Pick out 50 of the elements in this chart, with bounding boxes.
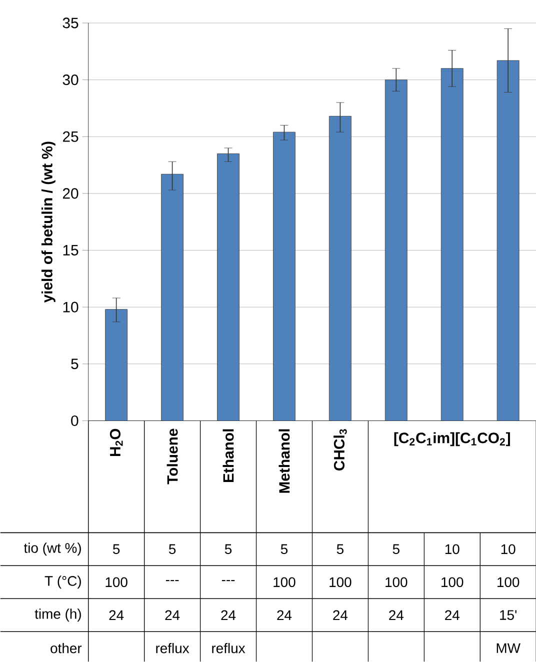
text: T (°C)	[44, 576, 81, 589]
y-tick-label: 35	[62, 18, 78, 28]
text: 5	[224, 544, 232, 554]
x-tick-label: Methanol	[278, 429, 290, 493]
y-tick-label: 10	[63, 302, 78, 312]
x-tick-label: CHCl$_{3}$	[333, 429, 347, 470]
text: 24	[332, 610, 348, 620]
text: ---	[166, 580, 178, 582]
text: reflux	[156, 642, 189, 654]
text: 24	[276, 610, 292, 620]
bar	[216, 153, 240, 421]
bar	[160, 174, 184, 421]
text: 100	[106, 577, 128, 588]
x-tick-label: Ethanol	[222, 429, 234, 482]
text: MW	[496, 643, 520, 653]
text: time (h)	[34, 608, 81, 622]
text: 15'	[500, 610, 516, 620]
text: 100	[273, 577, 296, 588]
text: 24	[109, 610, 124, 620]
text: 24	[165, 610, 180, 620]
text: 24	[220, 610, 236, 620]
y-tick-label: 0	[70, 415, 78, 426]
x-tick-label: H$_{2}$O	[110, 428, 122, 456]
text: [C$_{2}$C$_{1}$im][C$_{1}$CO$_{2}$]	[394, 432, 510, 446]
y-tick-label: 25	[62, 131, 78, 142]
text: 5	[336, 544, 344, 554]
text: 24	[388, 610, 404, 620]
y-axis-title: yield of betulin / (wt %)	[41, 142, 56, 303]
text: 24	[444, 610, 460, 620]
text: 5	[392, 544, 400, 554]
y-tick-label: 5	[70, 358, 78, 370]
text: other	[50, 642, 82, 654]
text: ---	[222, 580, 234, 582]
text: 100	[385, 577, 408, 588]
text: 10	[445, 544, 460, 554]
y-tick-label: 15	[63, 245, 78, 256]
y-tick-label: 20	[62, 188, 78, 199]
bar	[328, 116, 352, 421]
text: tio (wt %)	[24, 542, 81, 556]
y-tick-label: 30	[62, 74, 78, 86]
text: 5	[280, 544, 288, 554]
x-tick-label: Toluene	[166, 428, 178, 484]
text: 100	[441, 577, 463, 588]
text: 10	[501, 544, 516, 554]
text: 100	[329, 577, 352, 588]
bar	[272, 132, 296, 421]
text: 5	[168, 544, 176, 554]
text: reflux	[212, 642, 245, 654]
text: 100	[497, 577, 519, 588]
text: 5	[112, 544, 120, 554]
